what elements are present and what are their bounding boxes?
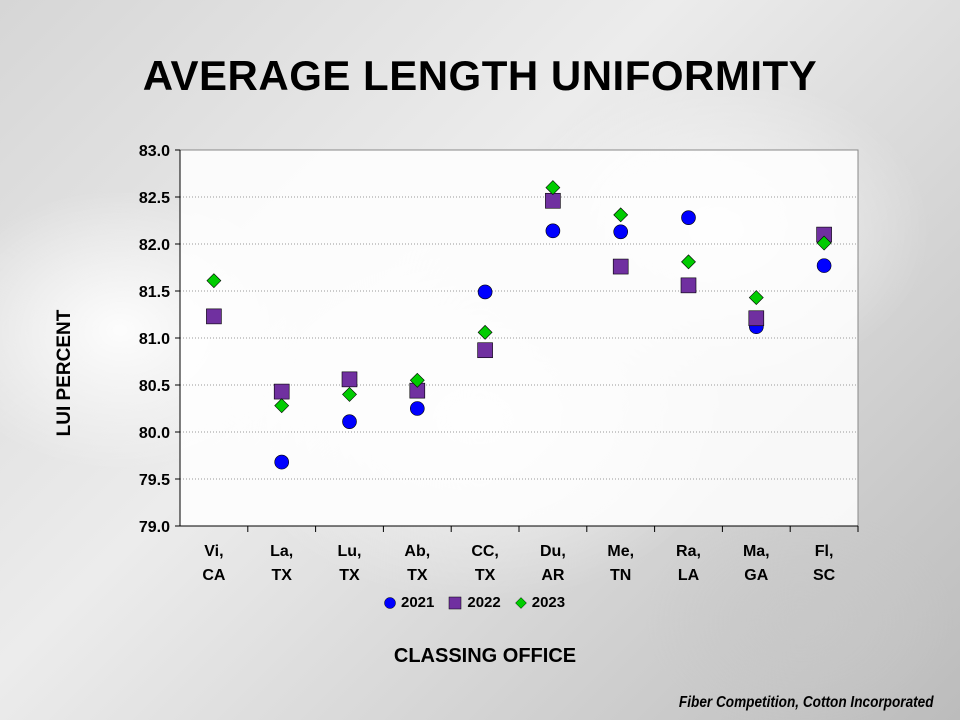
x-tick-label: TX	[339, 567, 360, 584]
data-point-2022	[680, 277, 697, 294]
source-credit: Fiber Competition, Cotton Incorporated	[679, 694, 934, 711]
data-point-2023	[342, 386, 357, 402]
legend-label: 2021	[401, 594, 435, 611]
x-tick-label: Ra,	[676, 543, 701, 560]
x-tick-label: CC,	[471, 543, 499, 560]
x-tick-label: TN	[610, 567, 631, 584]
x-tick-label: TX	[407, 567, 428, 584]
data-point-2022	[545, 192, 561, 209]
legend-label: 2023	[531, 594, 566, 611]
data-point-2023	[409, 372, 425, 388]
y-tick-label: 82.0	[139, 237, 170, 254]
data-point-2023	[613, 207, 629, 223]
x-tick-label: Lu,	[338, 543, 362, 560]
data-point-2022	[206, 308, 222, 325]
data-point-2021	[816, 258, 832, 273]
y-tick-label: 81.5	[139, 284, 170, 301]
data-point-2023	[816, 235, 832, 251]
data-point-2023	[477, 324, 493, 340]
x-tick-label: LA	[678, 567, 700, 584]
x-tick-label: AR	[541, 567, 565, 584]
data-point-2021	[477, 284, 493, 300]
x-tick-label: La,	[270, 543, 293, 560]
x-tick-label: SC	[813, 567, 836, 584]
y-tick-label: 81.0	[139, 331, 170, 348]
data-point-2023	[206, 273, 222, 289]
data-point-2021	[274, 454, 290, 470]
data-point-2023	[681, 254, 696, 270]
data-point-2023	[545, 180, 561, 196]
y-tick-label: 79.5	[139, 472, 170, 489]
circle-marker-icon	[384, 596, 396, 609]
legend: 2021 2022 2023	[384, 594, 565, 611]
data-point-2021	[681, 210, 696, 225]
data-point-2022	[477, 342, 493, 359]
diamond-marker-icon	[514, 596, 527, 609]
data-point-2021	[613, 224, 629, 240]
x-tick-label: Me,	[607, 543, 634, 560]
data-point-2023	[274, 398, 290, 414]
x-tick-label: Du,	[540, 543, 566, 560]
x-tick-label: Vi,	[204, 543, 223, 560]
data-point-2021	[545, 223, 561, 239]
legend-item-2023: 2023	[514, 594, 566, 611]
y-tick-label: 80.0	[139, 425, 170, 442]
data-point-2022	[341, 371, 358, 388]
chart-title: AVERAGE LENGTH UNIFORMITY	[142, 52, 818, 99]
x-tick-label: Fl,	[815, 543, 834, 560]
x-tick-label: GA	[744, 567, 768, 584]
y-tick-label: 82.5	[139, 190, 170, 207]
x-tick-label: TX	[271, 567, 292, 584]
x-axis-label: CLASSING OFFICE	[393, 645, 577, 667]
y-tick-label: 80.5	[139, 378, 170, 395]
data-point-2021	[342, 414, 357, 429]
x-tick-label: Ma,	[743, 543, 770, 560]
legend-label: 2022	[467, 594, 501, 611]
data-point-2021	[409, 401, 425, 416]
x-tick-label: CA	[202, 567, 226, 584]
data-point-2022	[273, 383, 290, 400]
y-tick-label: 79.0	[139, 519, 170, 536]
data-point-2022	[612, 258, 629, 275]
legend-item-2022: 2022	[448, 594, 501, 611]
legend-item-2021: 2021	[384, 594, 434, 611]
data-point-2022	[748, 310, 765, 327]
y-tick-label: 83.0	[139, 143, 170, 160]
x-tick-label: TX	[475, 567, 496, 584]
data-point-2023	[748, 290, 764, 306]
x-tick-label: Ab,	[404, 543, 430, 560]
square-marker-icon	[449, 596, 462, 609]
